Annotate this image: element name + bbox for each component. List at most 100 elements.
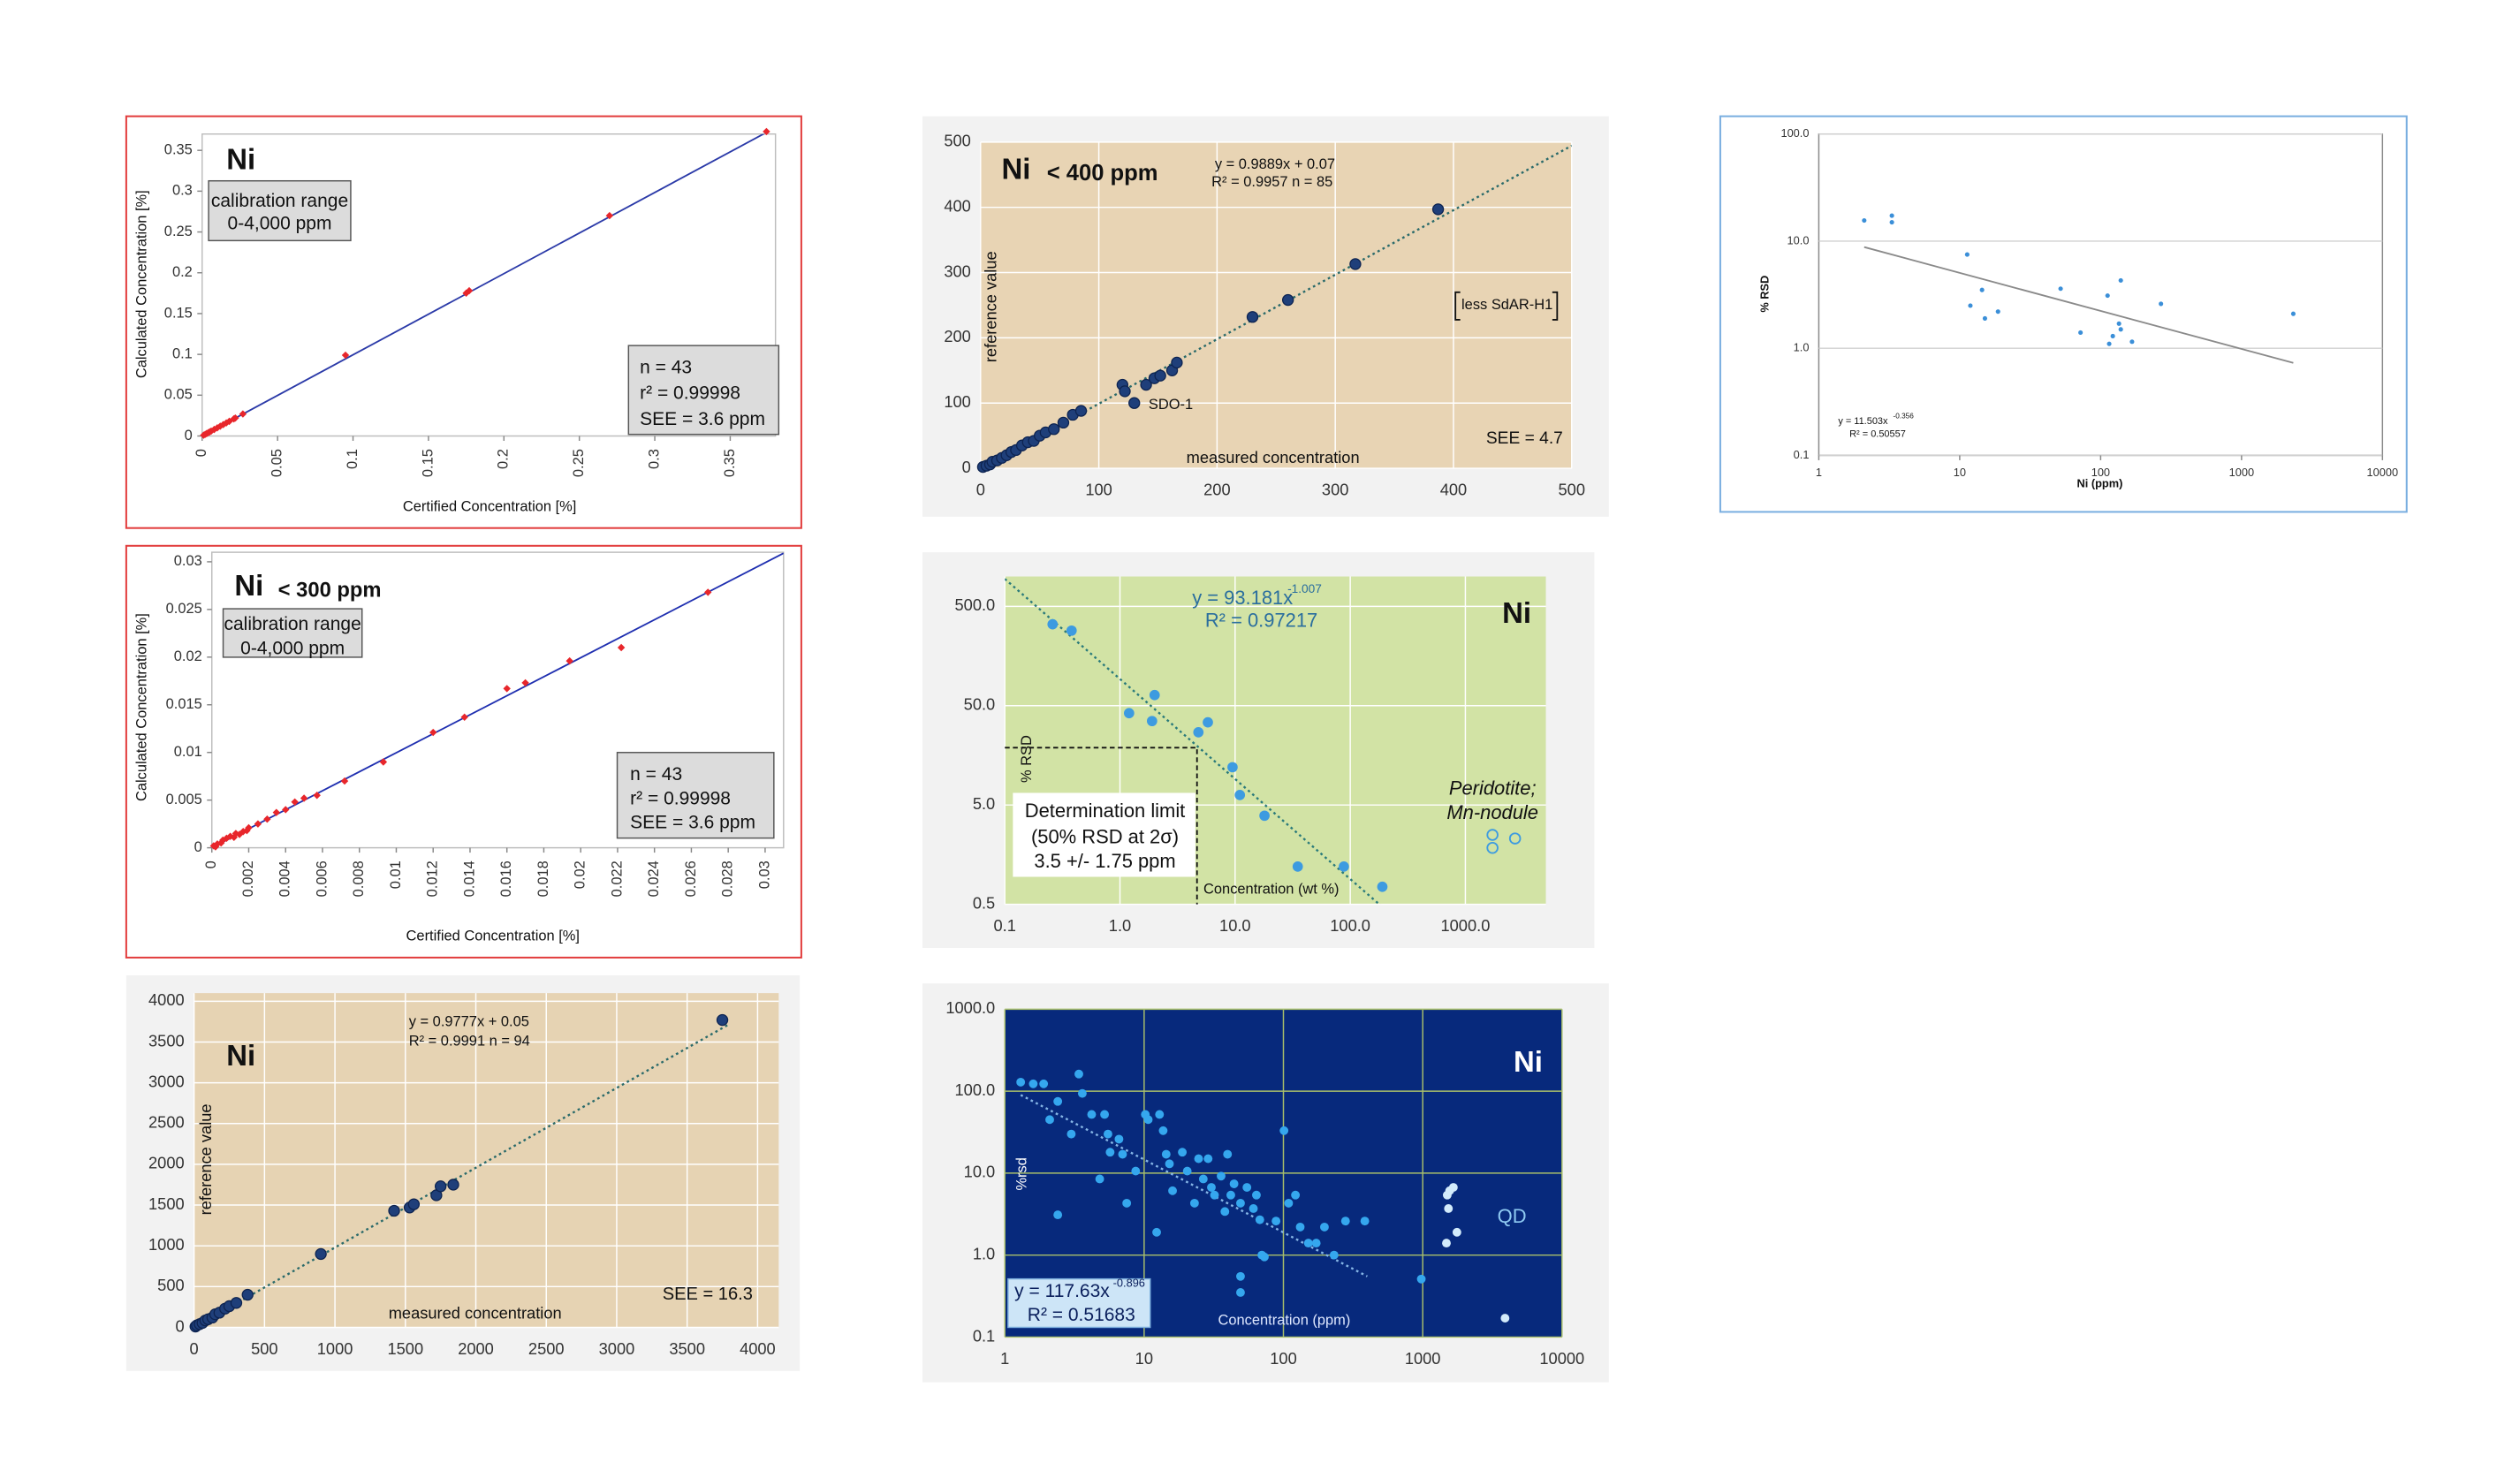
- point: [1039, 1079, 1049, 1088]
- x-tick-label: 3000: [599, 1339, 635, 1358]
- point: [232, 413, 239, 422]
- x-label: Certified Concentration [%]: [403, 498, 576, 514]
- point: [1236, 1288, 1245, 1297]
- box-lines: 0-4,000 ppm: [228, 214, 332, 234]
- point: [1118, 1149, 1127, 1159]
- box-lines: calibration range: [224, 614, 361, 634]
- point: [300, 794, 308, 802]
- point: [2058, 286, 2063, 292]
- point: [2105, 293, 2110, 299]
- trend-line: [1005, 578, 1381, 905]
- y-tick-label: 0.2: [172, 264, 193, 280]
- point: [1066, 1129, 1076, 1139]
- point: [1279, 1126, 1289, 1135]
- point: [1045, 1115, 1054, 1125]
- point: [1210, 1190, 1219, 1200]
- point: [1271, 1217, 1281, 1226]
- point: [1165, 1159, 1174, 1169]
- point: [1140, 378, 1152, 391]
- stats: R² = 0.51683: [1028, 1305, 1135, 1325]
- point: [1442, 1239, 1451, 1248]
- point: [1500, 1314, 1510, 1323]
- y-tick-label: 1.0: [1794, 341, 1810, 354]
- x-label: measured concentration: [1187, 448, 1360, 466]
- y-tick-label: 4000: [148, 990, 185, 1009]
- point: [1995, 309, 2000, 315]
- y-tick-label: 1.0: [973, 1244, 995, 1262]
- x-tick-label: 100.0: [1330, 916, 1370, 935]
- y-tick-label: 0.01: [174, 744, 202, 760]
- y-tick-label: 100.0: [955, 1080, 996, 1099]
- equation: y = 93.181x: [1192, 587, 1293, 609]
- point: [1260, 1252, 1269, 1262]
- y-tick-label: 0.03: [174, 553, 202, 569]
- x-tick-label: 0.008: [351, 860, 367, 897]
- point: [1319, 1222, 1329, 1232]
- point: [1295, 1222, 1305, 1232]
- point: [230, 1297, 243, 1309]
- point: [1889, 220, 1894, 225]
- point: [254, 820, 262, 828]
- point: [340, 777, 349, 785]
- y-tick-label: 0.15: [164, 305, 193, 321]
- point: [1284, 1198, 1294, 1208]
- see: SEE = 16.3: [663, 1285, 753, 1304]
- point: [1448, 1183, 1458, 1192]
- notes: Peridotite;: [1449, 777, 1537, 800]
- point: [1178, 1148, 1188, 1157]
- point: [230, 833, 238, 841]
- stats: SEE = 3.6 ppm: [640, 409, 765, 429]
- point: [1207, 1183, 1216, 1192]
- sublabel: < 400 ppm: [1047, 161, 1158, 186]
- point: [1198, 1174, 1208, 1184]
- y-tick-label: 0.3: [172, 183, 193, 199]
- stats: R² = 0.97217: [1205, 610, 1317, 632]
- y-tick-label: 100: [944, 392, 970, 411]
- x-tick-label: 0.25: [571, 449, 587, 477]
- point: [763, 127, 770, 136]
- y-tick-label: 3500: [148, 1031, 185, 1050]
- x-label: Concentration (ppm): [1218, 1312, 1350, 1328]
- point: [1217, 1171, 1226, 1181]
- point: [617, 643, 626, 652]
- point: [1349, 258, 1362, 270]
- x-tick-label: 1000: [2229, 466, 2254, 479]
- notes: Mn-nodule: [1446, 801, 1538, 823]
- y-label: Calculated Concentration [%]: [133, 190, 149, 378]
- x-tick-label: 3500: [669, 1339, 705, 1358]
- label: Ni: [226, 142, 255, 175]
- annotation-box: [1007, 1277, 1151, 1329]
- y-tick-label: 0.1: [973, 1326, 995, 1345]
- point: [1246, 311, 1259, 323]
- y-tick-label: 0.1: [172, 345, 193, 361]
- point: [1053, 1096, 1063, 1106]
- point: [2159, 301, 2164, 307]
- point: [1303, 1239, 1313, 1248]
- y-tick-label: 0.005: [166, 792, 202, 807]
- x-tick-label: 0: [203, 860, 219, 868]
- point: [1236, 1198, 1245, 1208]
- point: [1193, 727, 1204, 738]
- equation: y = 117.63x: [1014, 1281, 1110, 1301]
- x-tick-label: 200: [1203, 480, 1230, 498]
- point: [1340, 1217, 1350, 1226]
- point: [1122, 1198, 1132, 1208]
- point: [521, 678, 529, 687]
- point: [1452, 1227, 1461, 1237]
- point: [1105, 1148, 1115, 1157]
- point: [1203, 1154, 1213, 1164]
- x-tick-label: 0.3: [646, 449, 662, 469]
- y-tick-label: 3000: [148, 1072, 185, 1090]
- y-tick-label: 0.1: [1794, 448, 1810, 461]
- point: [315, 1247, 327, 1261]
- x-tick-label: 0.016: [498, 860, 514, 897]
- y-tick-label: 500: [944, 132, 970, 150]
- point: [1377, 881, 1388, 892]
- y-tick-label: 0.5: [973, 893, 995, 912]
- point: [1964, 252, 1970, 257]
- point: [1227, 762, 1238, 773]
- point: [239, 410, 247, 418]
- label: Ni: [1002, 152, 1031, 185]
- x-tick-label: 0.2: [496, 449, 512, 469]
- y-label: reference value: [196, 1103, 215, 1215]
